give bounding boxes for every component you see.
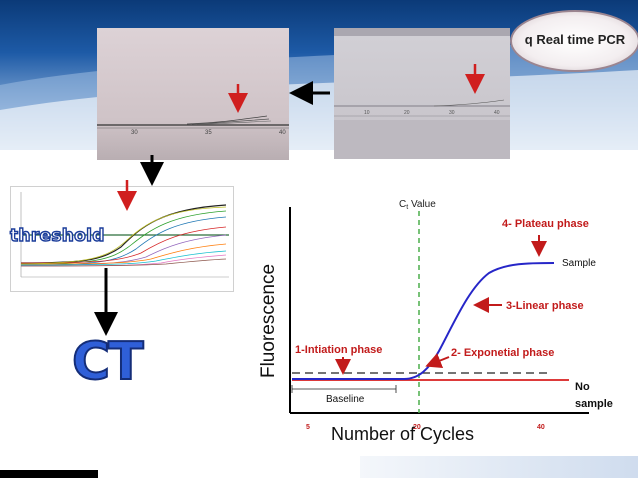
qpcr-logo: q Real time PCR (510, 10, 638, 72)
photo2-tick-20: 20 (404, 110, 410, 116)
no-sample-label-line1: No (575, 381, 590, 393)
pcr-screen-photo-2: 30 35 40 (97, 28, 289, 160)
ct-value-label: Ct Value (399, 199, 436, 211)
phase-2-label: 2- Exponetial phase (451, 347, 554, 359)
black-bar (0, 470, 98, 478)
phase-4-label: 4- Plateau phase (502, 218, 589, 230)
photo1-tick-30: 30 (131, 130, 138, 136)
threshold-label: threshold (9, 225, 105, 246)
baseline-label: Baseline (326, 394, 365, 405)
photo1-tick-40: 40 (279, 130, 286, 136)
phase-2-arrow (425, 353, 450, 368)
photo2-tick-40: 40 (494, 110, 500, 116)
sample-label: Sample (562, 258, 596, 269)
x-tick-40: 40 (537, 424, 545, 431)
logo-text: q Real time PCR (524, 32, 626, 47)
x-tick-5: 5 (306, 424, 310, 431)
x-axis-label: Number of Cycles (331, 424, 474, 444)
photo2-tick-10: 10 (364, 110, 370, 116)
x-tick-20: 20 (413, 424, 421, 431)
sample-curve (292, 262, 555, 380)
bottom-decoration (360, 456, 638, 478)
photo2-tick-30: 30 (449, 110, 455, 116)
ct-label: CT (71, 331, 145, 393)
no-sample-label-line2: sample (575, 398, 613, 410)
phase-3-label: 3-Linear phase (506, 300, 584, 312)
qpcr-phase-diagram: Fluorescence Ct Value Baseline 1-Intiati… (244, 193, 638, 445)
y-axis-label: Fluorescence (258, 264, 279, 378)
pcr-screen-photo-1: 10 20 30 40 (334, 28, 510, 159)
photo1-tick-35: 35 (205, 130, 212, 136)
phase-1-label: 1-Intiation phase (295, 344, 382, 356)
